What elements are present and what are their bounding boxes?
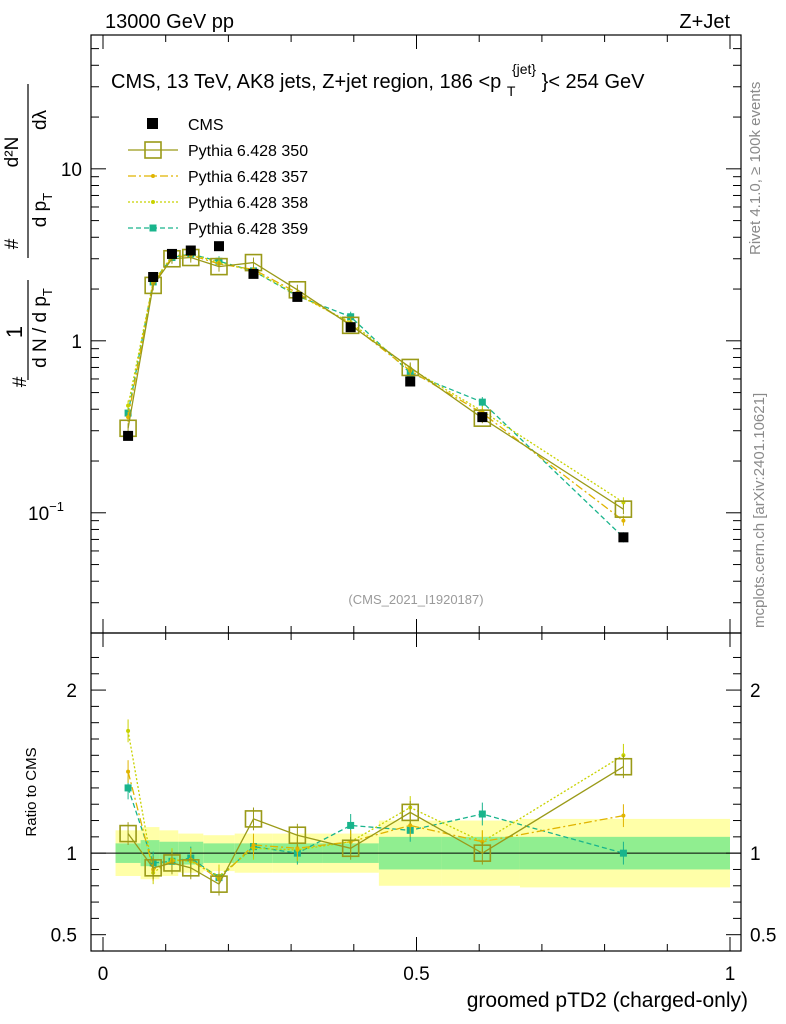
- cms-data-point: [292, 291, 303, 302]
- legend-label: Pythia 6.428 359: [188, 221, 308, 238]
- rivet-label: Rivet 4.1.0, ≥ 100k events: [747, 82, 764, 255]
- x-tick-label: 0: [98, 964, 109, 985]
- ratio-point: [621, 813, 626, 818]
- series-point: [126, 403, 131, 408]
- series-point: [210, 257, 228, 276]
- cms-data-point: [345, 322, 356, 333]
- svg-text:d pT: d pT: [30, 193, 55, 227]
- series-line: [127, 253, 624, 538]
- legend-marker: [151, 174, 155, 178]
- series-line: [127, 256, 624, 510]
- ratio-point: [614, 757, 633, 776]
- y-tick-label: 10−1: [28, 499, 64, 525]
- legend: CMS Pythia 6.428 350 Pythia 6.428 357 Pythi…: [128, 117, 308, 238]
- legend-marker-cms: [147, 118, 158, 129]
- mcplots-label: mcplots.cern.ch [arXiv:2401.10621]: [751, 393, 768, 628]
- cms-data-point: [618, 532, 629, 543]
- ratio-tick-label-left: 2: [66, 681, 77, 702]
- ratio-tick-label-left: 1: [66, 844, 77, 865]
- ratio-point: [126, 728, 131, 733]
- ratio-line: [127, 787, 624, 879]
- svg-text:#: #: [10, 376, 31, 387]
- series-point: [473, 409, 492, 427]
- legend-label: Pythia 6.428 357: [188, 169, 308, 186]
- svg-text:d²N: d²N: [2, 137, 23, 168]
- cms-data-point: [213, 241, 224, 252]
- series-line: [127, 253, 624, 503]
- cms-data-point: [185, 245, 196, 256]
- ratio-point: [144, 859, 162, 877]
- series-point: [401, 358, 420, 377]
- ratio-tick-label-right: 2: [750, 681, 761, 702]
- ratio-point: [181, 859, 200, 877]
- analysis-watermark: (CMS_2021_I1920187): [348, 592, 483, 607]
- ratio-point: [119, 824, 137, 843]
- x-tick-label: 0.5: [403, 964, 429, 985]
- ratio-tick-label-left: 0.5: [51, 926, 77, 947]
- main-series-group: [119, 241, 633, 543]
- ratio-point: [288, 826, 307, 845]
- series-point: [478, 398, 486, 406]
- svg-text:dλ: dλ: [30, 109, 51, 130]
- ratio-point: [478, 810, 486, 818]
- legend-marker: [149, 224, 157, 232]
- series-point: [126, 415, 131, 420]
- svg-text:1: 1: [2, 326, 27, 338]
- series-line: [127, 254, 624, 522]
- ratio-point: [244, 810, 263, 828]
- x-axis-label: groomed pTD2 (charged-only): [467, 989, 748, 1012]
- legend-marker: [151, 200, 155, 204]
- ratio-point: [401, 803, 420, 822]
- header-right: Z+Jet: [679, 11, 730, 33]
- legend-label: Pythia 6.428 350: [188, 143, 308, 160]
- ratio-series-group: [119, 719, 633, 896]
- ratio-tick-label-right: 1: [750, 844, 761, 865]
- ratio-point: [210, 875, 228, 893]
- cms-data-point: [405, 376, 416, 387]
- svg-text:#: #: [2, 238, 23, 249]
- svg-text:d N / d pT: d N / d pT: [30, 288, 55, 368]
- ratio-point: [408, 823, 413, 828]
- axis-ticks: 0 0.5 1 10 1 10−1 2 2 1 1 0.5 0.5: [28, 34, 776, 985]
- cms-data-point: [123, 430, 134, 441]
- chart-title: CMS, 13 TeV, AK8 jets, Z+jet region, 186…: [111, 57, 645, 101]
- x-tick-label: 1: [725, 964, 736, 985]
- ratio-point: [124, 784, 132, 792]
- ratio-point: [347, 821, 355, 829]
- legend-label: Pythia 6.428 358: [188, 195, 308, 212]
- legend-label: CMS: [188, 117, 224, 134]
- ratio-point: [163, 854, 181, 872]
- ratio-point: [251, 843, 256, 847]
- series-point: [341, 316, 360, 335]
- cms-data-point: [477, 412, 488, 423]
- ratio-point: [295, 846, 300, 851]
- series-point: [621, 518, 626, 523]
- series-point: [614, 500, 633, 518]
- header-left: 13000 GeV pp: [105, 11, 234, 33]
- ratio-point: [126, 769, 131, 774]
- y-tick-label: 10: [61, 160, 82, 181]
- ratio-point: [341, 839, 360, 858]
- ratio-panel-frame: [90, 632, 742, 952]
- cms-data-point: [248, 268, 259, 279]
- ratio-y-label: Ratio to CMS: [23, 747, 40, 836]
- legend-marker: [144, 141, 162, 159]
- cms-data-point: [166, 248, 177, 259]
- cms-data-point: [148, 271, 159, 282]
- ratio-point: [473, 844, 492, 862]
- y-tick-label: 1: [71, 332, 82, 353]
- ratio-point: [619, 849, 627, 857]
- ratio-tick-label-right: 0.5: [750, 926, 776, 947]
- y-axis-label: # 1 d N / d pT # d²N d pT dλ: [2, 84, 55, 387]
